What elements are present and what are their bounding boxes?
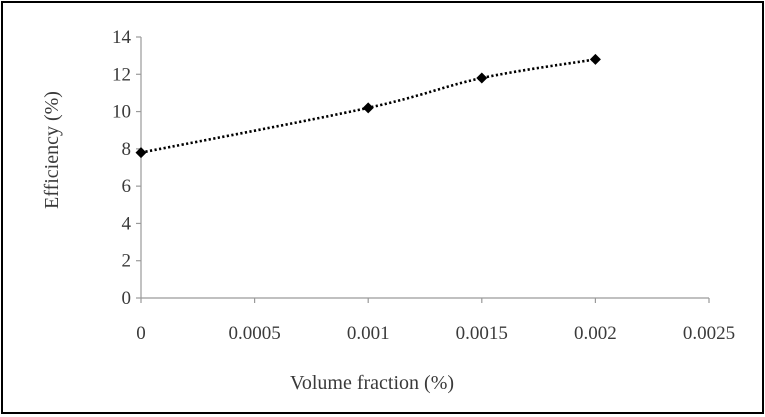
y-tick-label: 12 [112, 64, 131, 85]
y-tick-label: 2 [122, 251, 132, 272]
data-point-marker [476, 72, 488, 84]
x-tick-label: 0.0005 [228, 323, 280, 344]
y-axis-title: Efficiency (%) [41, 91, 63, 209]
y-tick-label: 8 [122, 139, 132, 160]
data-point-marker [135, 147, 147, 159]
y-tick-label: 6 [122, 176, 132, 197]
series-line [140, 58, 596, 154]
data-series [135, 53, 601, 159]
y-tick-label: 4 [122, 213, 132, 234]
x-tick-label: 0 [136, 323, 146, 344]
axes [136, 36, 710, 303]
y-tick-label: 14 [112, 27, 132, 48]
efficiency-line-chart: 0 2 4 6 8 10 12 14 0 0.0005 0.001 0.0015 0.002 0.0025… [41, 27, 735, 394]
tick-labels: 0 2 4 6 8 10 12 14 0 0.0005 0.001 0.0015 0.002 0.0025 [112, 27, 735, 344]
data-point-marker [589, 53, 601, 65]
x-tick-label: 0.0025 [683, 323, 735, 344]
data-point-marker [362, 102, 374, 114]
x-tick-label: 0.001 [347, 323, 390, 344]
x-tick-label: 0.002 [574, 323, 617, 344]
x-axis-title: Volume fraction (%) [290, 372, 454, 394]
x-tick-label: 0.0015 [456, 323, 508, 344]
y-tick-label: 0 [122, 288, 132, 309]
y-tick-label: 10 [112, 102, 131, 123]
